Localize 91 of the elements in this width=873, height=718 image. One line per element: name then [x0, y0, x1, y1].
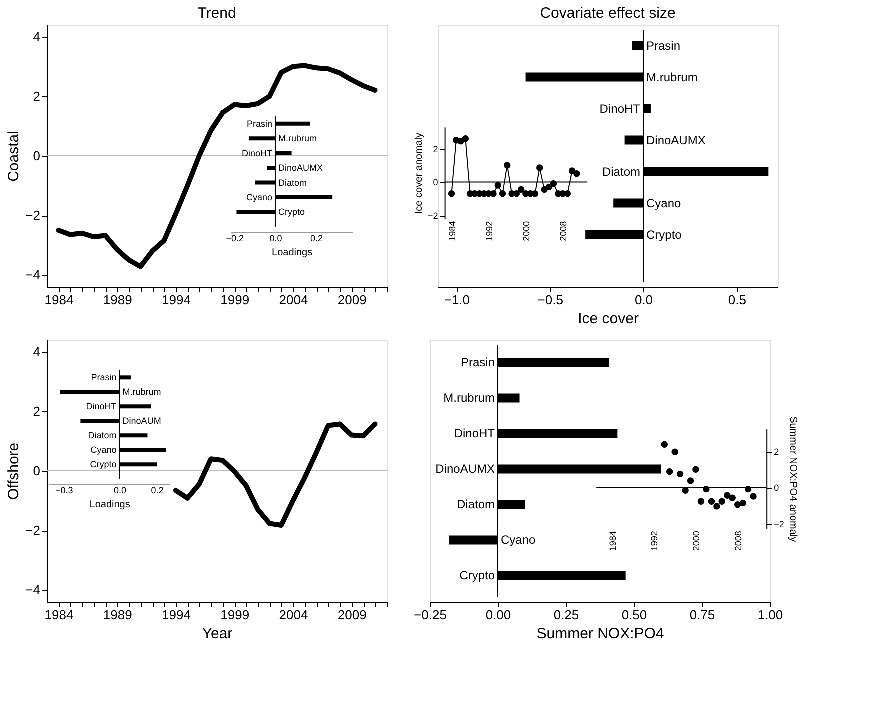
y-tick-label: 2	[433, 144, 438, 154]
x-tick-label: 1984	[447, 221, 458, 242]
x-tick-label: 1984	[44, 608, 74, 622]
x-tick-label: 0.0	[114, 486, 127, 496]
y-tick-label: M.rubrum	[444, 391, 495, 406]
x-tick-label: 2009	[338, 608, 367, 622]
x-tick-label: 1984	[608, 531, 618, 552]
y-tick-label: M.rubrum	[278, 134, 317, 144]
y-axis-title: Offshore	[6, 442, 23, 500]
x-tick-label: −0.2	[226, 233, 244, 244]
x-tick-label: 1994	[162, 292, 191, 308]
x-tick-label: 2000	[521, 221, 532, 242]
y-tick-label: Diatom	[456, 498, 495, 512]
y-tick-label: −4	[26, 582, 40, 598]
y-tick-label: DinoHT	[600, 102, 642, 116]
x-tick-label: 0.0	[270, 233, 282, 244]
y-tick-label: M.rubrum	[122, 387, 162, 398]
x-tick-label: 1992	[484, 221, 494, 242]
y-tick-label: 4	[33, 344, 40, 360]
x-tick-label: 0.2	[151, 486, 164, 496]
y-tick-label: 2	[33, 404, 40, 419]
x-tick-label: 0.00	[486, 608, 512, 622]
y-tick-label: 4	[33, 29, 40, 44]
y-tick-label: Crypto	[646, 228, 682, 242]
x-tick-label: 1992	[650, 531, 660, 552]
y-tick-label: Prasin	[646, 38, 681, 53]
x-tick-label: 2008	[733, 531, 744, 552]
x-tick-label: 0.25	[554, 608, 580, 622]
x-tick-label: −1.0	[444, 292, 470, 308]
y-tick-label: −2	[428, 211, 438, 222]
y-tick-label: 0	[33, 464, 40, 478]
x-tick-label: −0.25	[414, 608, 447, 622]
x-tick-label: 2004	[279, 292, 308, 308]
y-tick-label: Diatom	[602, 164, 640, 179]
x-tick-label: 1994	[162, 608, 191, 622]
y-tick-label: 0	[33, 148, 40, 164]
y-tick-label: DinoAUMX	[436, 462, 495, 476]
x-tick-label: 1984	[44, 292, 74, 308]
x-tick-label: 2009	[338, 292, 367, 308]
y-tick-label: 2	[33, 88, 40, 104]
y-tick-label: Prasin	[91, 372, 117, 383]
x-tick-label: 2004	[279, 608, 308, 622]
y-tick-label: Prasin	[460, 356, 495, 370]
x-tick-label: 1989	[103, 608, 132, 622]
y-tick-label: DinoHT	[242, 148, 273, 158]
y-tick-label: Cyano	[646, 196, 682, 210]
y-tick-label: M.rubrum	[646, 70, 698, 84]
y-tick-label: −2	[26, 523, 40, 538]
y-axis-title: Summer NOX:PO4 anomaly	[787, 416, 798, 542]
x-axis-title: Loadings	[90, 500, 130, 511]
y-tick-label: DinoAUMX	[278, 163, 323, 174]
y-tick-label: Cyano	[90, 445, 117, 456]
chart-title: Trend	[198, 5, 236, 22]
x-axis-title: Year	[202, 626, 233, 642]
y-tick-label: Cyano	[246, 192, 272, 203]
x-tick-label: 0.2	[310, 233, 324, 244]
y-tick-label: −4	[26, 268, 40, 283]
x-axis-title: Summer NOX:PO4	[536, 626, 664, 642]
x-tick-label: 0.75	[690, 608, 716, 622]
y-tick-label: DinoHT	[454, 426, 496, 441]
x-tick-label: 2008	[558, 221, 569, 242]
x-tick-label: 1999	[220, 292, 250, 308]
x-tick-label: 1999	[220, 608, 250, 622]
y-tick-label: 0	[433, 178, 438, 188]
x-tick-label: 1989	[103, 292, 132, 308]
y-tick-label: Crypto	[460, 568, 496, 583]
x-tick-label: 0.50	[622, 608, 648, 622]
y-tick-label: Crypto	[90, 460, 117, 470]
y-tick-label: Diatom	[88, 430, 117, 441]
chart-title: Covariate effect size	[540, 5, 676, 22]
y-axis-title: Ice cover anomaly	[414, 132, 426, 214]
x-tick-label: 0.0	[634, 292, 654, 308]
y-tick-label: Cyano	[501, 533, 536, 548]
x-axis-title: Loadings	[272, 247, 313, 258]
x-tick-label: 1.00	[758, 608, 784, 622]
y-axis-title: Coastal	[6, 131, 23, 182]
y-tick-label: 0	[774, 483, 780, 494]
y-tick-label: DinoAUM	[122, 416, 162, 426]
x-tick-label: −0.3	[56, 486, 74, 496]
y-tick-label: DinoAUMX	[646, 133, 706, 148]
y-tick-label: Crypto	[278, 207, 305, 218]
x-tick-label: 2000	[691, 531, 702, 552]
y-tick-label: −2	[774, 519, 784, 530]
x-tick-label: 0.5	[728, 292, 746, 308]
y-tick-label: −2	[26, 208, 40, 224]
y-tick-label: Diatom	[278, 178, 307, 188]
x-axis-title: Ice cover	[578, 310, 639, 328]
y-tick-label: Prasin	[246, 118, 272, 129]
x-tick-label: −0.5	[538, 292, 564, 308]
y-tick-label: 2	[774, 447, 780, 458]
y-tick-label: DinoHT	[86, 402, 118, 412]
